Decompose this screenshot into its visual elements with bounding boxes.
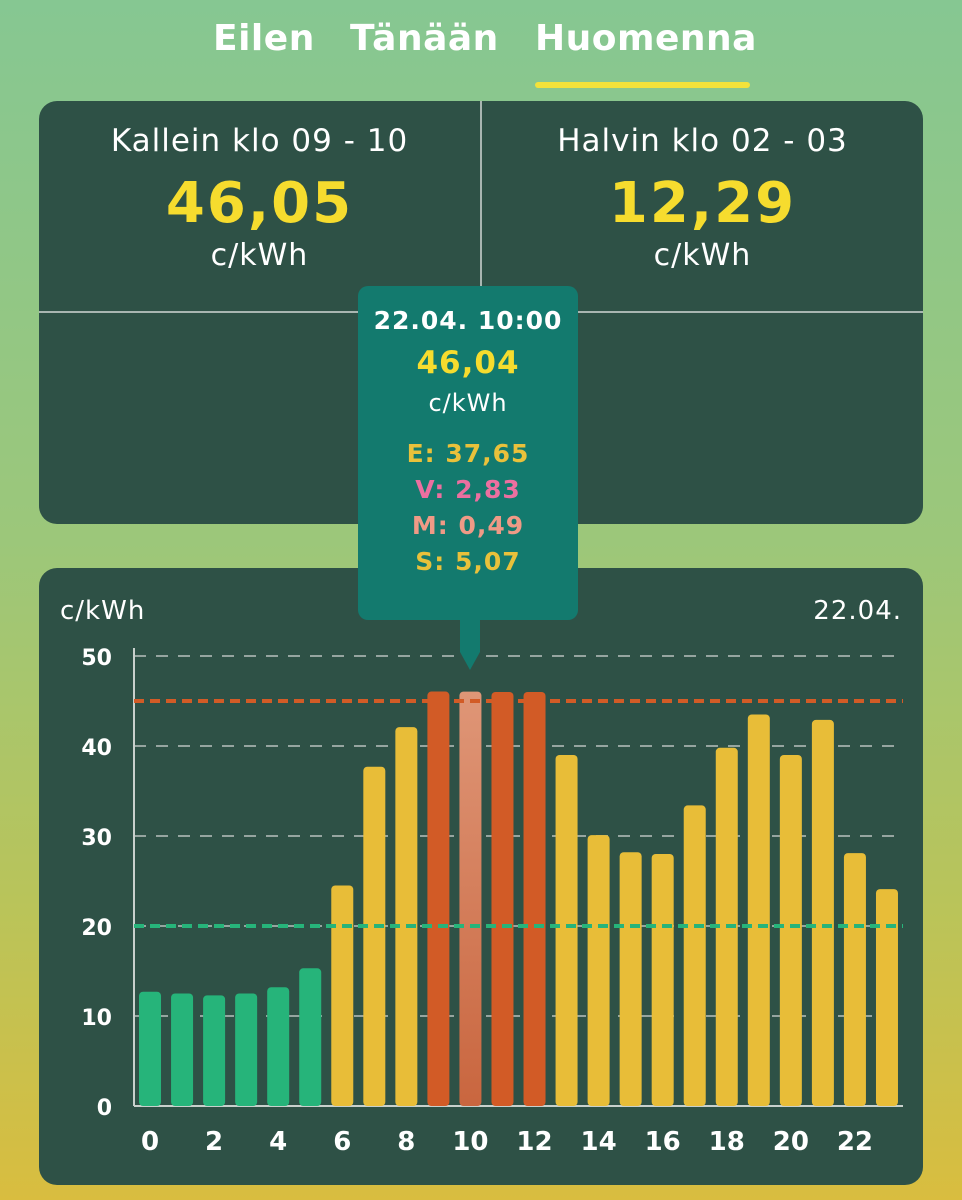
bar-hour-2 [203,995,226,1106]
tooltip-price: 46,04 [416,345,520,381]
bar-hour-20 [779,755,802,1106]
cheapest-unit: c/kWh [653,238,752,273]
bar-hour-1 [171,993,194,1106]
bar-hour-5 [299,968,322,1106]
tooltip-unit: c/kWh [428,389,508,417]
x-tick-label: 12 [516,1127,552,1157]
most-expensive-label: Kallein klo 09 - 10 [110,123,409,159]
cheapest-label: Halvin klo 02 - 03 [557,123,848,159]
bar-hour-7 [363,766,386,1106]
most-expensive-unit: c/kWh [210,238,309,273]
x-tick-label: 14 [581,1127,617,1157]
bar-hour-16 [651,854,674,1106]
bar-hour-15 [619,852,642,1106]
tooltip-pointer [460,618,480,652]
y-tick-label: 30 [81,826,112,851]
bar-hour-21 [811,719,834,1106]
bar-hour-14 [587,835,610,1106]
x-tick-label: 20 [773,1127,809,1157]
y-tick-label: 0 [97,1096,112,1121]
bar-hour-8 [395,727,418,1106]
y-axis-unit: c/kWh [60,596,146,626]
bar-hour-4 [267,987,290,1106]
chart-date: 22.04. [813,596,902,626]
most-expensive-value: 46,05 [165,171,354,236]
tooltip-transfer: V: 2,83 [415,475,521,504]
bar-hour-19 [747,714,770,1106]
bar-hour-3 [235,993,258,1106]
bar-hour-9 [427,691,450,1106]
tooltip-pointer-tip [460,652,480,670]
cheapest-value: 12,29 [608,171,797,236]
x-tick-label: 2 [205,1127,223,1157]
x-tick-label: 16 [645,1127,681,1157]
bar-hour-12 [523,692,546,1106]
y-tick-label: 50 [81,646,112,671]
tab-yesterday[interactable]: Eilen [213,18,315,59]
bar-hour-11 [491,692,514,1106]
bar-hour-10 [459,691,482,1106]
tooltip-margin: M: 0,49 [411,511,525,540]
tab-tomorrow[interactable]: Huomenna [535,18,757,59]
x-tick-label: 8 [397,1127,415,1157]
tooltip-energy: E: 37,65 [406,439,530,468]
tooltip-datetime: 22.04. 10:00 [373,306,563,335]
tooltip-tax: S: 5,07 [415,547,521,576]
x-tick-label: 22 [837,1127,873,1157]
price-tooltip: 22.04. 10:00 46,04 c/kWh E: 37,65 V: 2,8… [358,286,578,620]
summary-divider-vertical [480,101,482,312]
day-tabs: Eilen Tänään Huomenna [0,18,962,88]
y-tick-label: 10 [81,1006,112,1031]
bar-hour-23 [875,889,898,1106]
bar-hour-6 [331,885,354,1106]
tab-today[interactable]: Tänään [350,18,499,59]
x-tick-label: 4 [269,1127,287,1157]
x-tick-label: 6 [333,1127,351,1157]
x-tick-label: 10 [452,1127,488,1157]
y-tick-label: 20 [81,916,112,941]
x-tick-label: 0 [141,1127,159,1157]
bar-hour-17 [683,805,706,1106]
x-tick-label: 18 [709,1127,745,1157]
active-tab-indicator [535,82,750,88]
y-tick-label: 40 [81,736,112,761]
bar-hour-22 [843,853,866,1106]
bar-hour-0 [139,991,162,1106]
bar-hour-13 [555,755,578,1106]
most-expensive-stat: Kallein klo 09 - 10 46,05 c/kWh [39,101,480,273]
cheapest-stat: Halvin klo 02 - 03 12,29 c/kWh [482,101,923,273]
